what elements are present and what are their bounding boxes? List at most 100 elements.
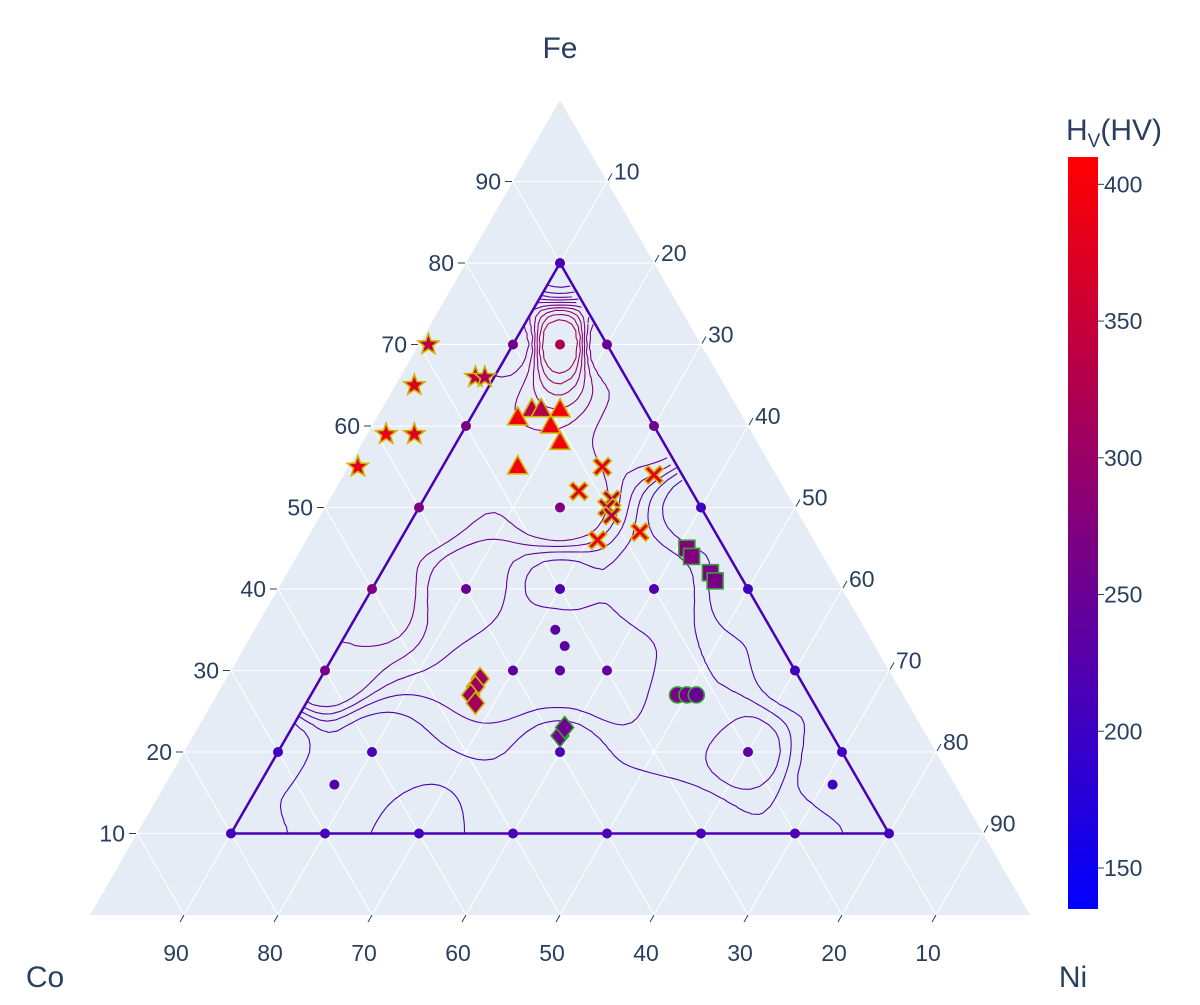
gridline-co-30 bbox=[418, 344, 749, 916]
grid-point-11 bbox=[555, 584, 565, 594]
grid-point-3 bbox=[555, 339, 565, 350]
grid-point-9 bbox=[367, 584, 377, 594]
contour-line-290 bbox=[536, 309, 583, 396]
marker-triangle-up-6 bbox=[506, 454, 530, 475]
contour-boundary bbox=[228, 260, 892, 835]
tick-co-10 bbox=[931, 914, 937, 923]
tick-label-fe-20: 20 bbox=[146, 739, 172, 765]
marker-diamond-5 bbox=[554, 715, 575, 740]
tick-label-co-60: 60 bbox=[445, 940, 471, 966]
tick-co-80 bbox=[273, 914, 279, 923]
grid-point-8 bbox=[696, 502, 706, 513]
marker-x-7 bbox=[587, 529, 608, 551]
grid-point-15 bbox=[559, 641, 570, 652]
grid-point-34 bbox=[696, 828, 706, 839]
marker-x-6 bbox=[629, 521, 651, 543]
tick-ni-50 bbox=[795, 499, 801, 507]
tick-label-ni-30: 30 bbox=[708, 322, 734, 348]
tick-label-co-40: 40 bbox=[633, 940, 659, 966]
tick-label-co-10: 10 bbox=[915, 940, 941, 966]
grid-point-29 bbox=[226, 828, 236, 839]
tick-label-ni-40: 40 bbox=[755, 403, 781, 429]
marker-square-1 bbox=[682, 547, 701, 566]
marker-star-1 bbox=[401, 372, 427, 396]
colorbar-tick-label-400: 400 bbox=[1104, 171, 1142, 197]
grid-point-5 bbox=[649, 421, 659, 431]
colorbar-tick-label-150: 150 bbox=[1104, 855, 1142, 881]
grid-point-24 bbox=[555, 747, 565, 757]
grid-point-17 bbox=[508, 665, 518, 676]
marker-star-6 bbox=[472, 363, 498, 388]
contour-line-260 bbox=[341, 301, 610, 647]
grid-point-18 bbox=[555, 665, 565, 676]
tick-label-fe-40: 40 bbox=[240, 576, 266, 602]
contour-line-230 bbox=[301, 291, 781, 790]
grid-point-32 bbox=[508, 828, 518, 839]
tick-ni-40 bbox=[748, 417, 754, 426]
grid-point-33 bbox=[602, 828, 612, 839]
grid-point-12 bbox=[649, 584, 659, 594]
grid-point-31 bbox=[414, 828, 424, 839]
tick-ni-70 bbox=[889, 662, 895, 670]
tick-label-co-30: 30 bbox=[727, 940, 753, 966]
marker-x-2 bbox=[568, 481, 589, 502]
marker-diamond-3 bbox=[465, 690, 486, 716]
marker-star-0 bbox=[415, 331, 442, 356]
grid-point-14 bbox=[550, 624, 561, 635]
tick-ni-20 bbox=[654, 254, 660, 263]
tick-ni-80 bbox=[936, 743, 942, 752]
tick-label-ni-10: 10 bbox=[614, 159, 640, 185]
tick-co-20 bbox=[837, 914, 843, 923]
grid-point-1 bbox=[508, 339, 518, 350]
tick-co-70 bbox=[367, 914, 373, 923]
grid-point-10 bbox=[461, 584, 471, 594]
tick-co-30 bbox=[743, 914, 749, 923]
tick-co-40 bbox=[649, 914, 655, 923]
colorbar-title-sub: V bbox=[1088, 131, 1101, 152]
grid-point-20 bbox=[790, 665, 800, 676]
colorbar-tick-label-250: 250 bbox=[1104, 582, 1142, 608]
colorbar-title-suffix: (HV) bbox=[1100, 114, 1162, 147]
tick-label-fe-10: 10 bbox=[99, 821, 125, 847]
grid-point-26 bbox=[837, 747, 847, 757]
tick-label-ni-50: 50 bbox=[802, 485, 828, 511]
marker-x-0 bbox=[592, 456, 613, 477]
tick-label-fe-70: 70 bbox=[381, 332, 407, 358]
grid-point-4 bbox=[461, 421, 471, 431]
tick-ni-30 bbox=[701, 336, 707, 344]
tick-co-60 bbox=[461, 914, 467, 923]
marker-star-2 bbox=[373, 420, 399, 445]
axis-title-fe: Fe bbox=[542, 32, 577, 65]
tick-label-fe-60: 60 bbox=[334, 413, 360, 439]
tick-label-ni-60: 60 bbox=[849, 566, 875, 592]
colorbar-tick-label-350: 350 bbox=[1104, 308, 1142, 334]
tick-label-fe-30: 30 bbox=[193, 658, 219, 684]
tick-label-ni-70: 70 bbox=[896, 648, 922, 674]
gridline-co-90 bbox=[136, 833, 185, 916]
tick-ni-60 bbox=[842, 580, 848, 589]
marker-star-4 bbox=[345, 453, 371, 478]
grid-point-28 bbox=[827, 779, 838, 790]
tick-label-ni-80: 80 bbox=[943, 729, 969, 755]
grid-point-27 bbox=[329, 779, 340, 790]
tick-label-fe-80: 80 bbox=[428, 250, 454, 276]
grid-point-22 bbox=[273, 747, 283, 757]
marker-triangle-up-2 bbox=[548, 397, 572, 418]
marker-triangle-up-4 bbox=[539, 413, 562, 434]
tick-label-fe-50: 50 bbox=[287, 495, 313, 521]
tick-label-co-50: 50 bbox=[539, 940, 565, 966]
grid-point-23 bbox=[367, 747, 377, 757]
tick-ni-90 bbox=[983, 825, 989, 833]
contour-line-310 bbox=[541, 319, 579, 374]
marker-x-5 bbox=[601, 505, 622, 526]
marker-star-3 bbox=[401, 420, 427, 445]
gridline-ni-90 bbox=[935, 833, 984, 916]
contour-line-270 bbox=[514, 304, 594, 432]
marker-triangle-up-5 bbox=[548, 429, 572, 451]
tick-label-co-20: 20 bbox=[821, 940, 847, 966]
marker-triangle-up-3 bbox=[506, 405, 530, 426]
grid-point-25 bbox=[743, 747, 753, 757]
marker-square-3 bbox=[706, 572, 724, 590]
tick-co-50 bbox=[555, 914, 561, 923]
